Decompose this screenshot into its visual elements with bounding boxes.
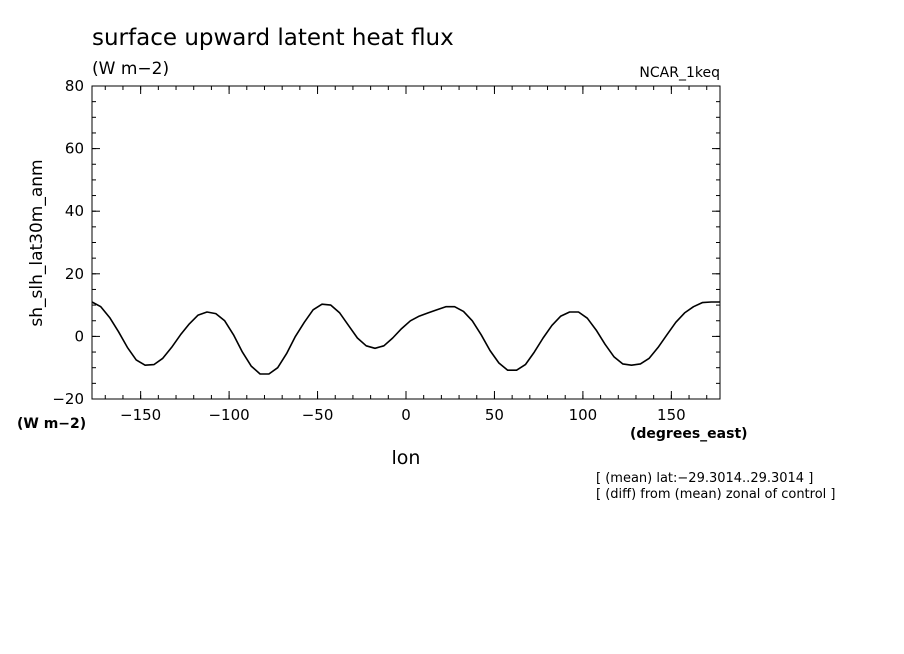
note-line-2: [ (diff) from (mean) zonal of control ] — [596, 487, 835, 502]
chart-units: (W m−2) — [92, 59, 169, 79]
y-tick-label: 40 — [65, 202, 84, 220]
series-line — [91, 301, 720, 375]
x-tick-label: 100 — [569, 406, 598, 424]
y-tick-label: 60 — [65, 140, 84, 158]
y-tick-label: 80 — [65, 77, 84, 95]
axis-ticks — [92, 85, 720, 400]
x-tick-labels: −150 −100 −50 0 50 100 150 — [120, 406, 686, 424]
x-tick-label: 150 — [657, 406, 686, 424]
y-tick-label: 0 — [74, 327, 84, 345]
y-tick-label: −20 — [52, 390, 84, 408]
x-tick-label: −100 — [208, 406, 249, 424]
x-axis-units: (degrees_east) — [630, 426, 748, 442]
x-tick-label: −50 — [302, 406, 334, 424]
y-axis-units: (W m−2) — [17, 416, 86, 432]
chart-title: surface upward latent heat flux — [92, 25, 454, 51]
run-label: NCAR_1keq — [639, 65, 720, 81]
x-tick-label: −150 — [120, 406, 161, 424]
note-line-1: [ (mean) lat:−29.3014..29.3014 ] — [596, 471, 813, 486]
x-tick-label: 0 — [401, 406, 411, 424]
plot-frame — [91, 85, 721, 400]
x-axis-label: lon — [392, 447, 421, 469]
y-tick-label: 20 — [65, 265, 84, 283]
x-tick-label: 50 — [485, 406, 504, 424]
y-tick-labels: −20 0 20 40 60 80 — [52, 77, 84, 408]
y-axis-label: sh_slh_lat30m_anm — [27, 159, 47, 326]
